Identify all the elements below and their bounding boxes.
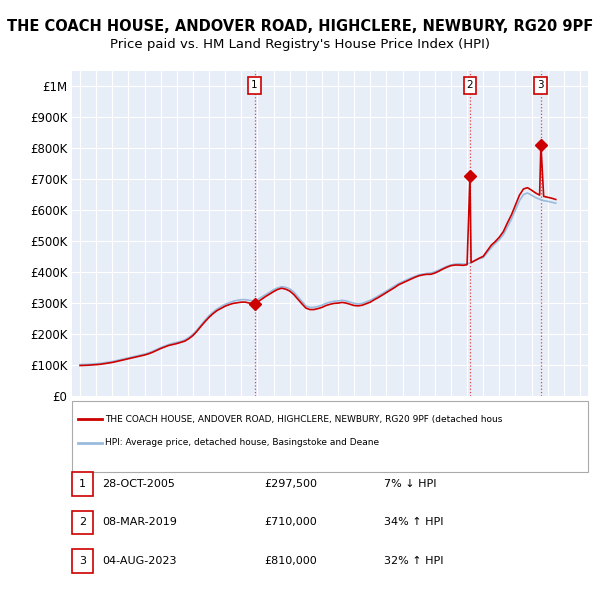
Text: 08-MAR-2019: 08-MAR-2019 <box>102 517 177 527</box>
Text: 04-AUG-2023: 04-AUG-2023 <box>102 556 176 566</box>
Text: HPI: Average price, detached house, Basingstoke and Deane: HPI: Average price, detached house, Basi… <box>105 438 379 447</box>
Text: 1: 1 <box>79 479 86 489</box>
Text: 28-OCT-2005: 28-OCT-2005 <box>102 479 175 489</box>
Text: 2: 2 <box>467 80 473 90</box>
Text: THE COACH HOUSE, ANDOVER ROAD, HIGHCLERE, NEWBURY, RG20 9PF: THE COACH HOUSE, ANDOVER ROAD, HIGHCLERE… <box>7 19 593 34</box>
Text: £710,000: £710,000 <box>264 517 317 527</box>
Text: 1: 1 <box>251 80 258 90</box>
Text: 34% ↑ HPI: 34% ↑ HPI <box>384 517 443 527</box>
Text: £297,500: £297,500 <box>264 479 317 489</box>
Text: 7% ↓ HPI: 7% ↓ HPI <box>384 479 437 489</box>
Text: £810,000: £810,000 <box>264 556 317 566</box>
Text: 3: 3 <box>538 80 544 90</box>
Text: 2: 2 <box>79 517 86 527</box>
Text: 3: 3 <box>79 556 86 566</box>
Text: THE COACH HOUSE, ANDOVER ROAD, HIGHCLERE, NEWBURY, RG20 9PF (detached hous: THE COACH HOUSE, ANDOVER ROAD, HIGHCLERE… <box>105 415 502 424</box>
Text: 32% ↑ HPI: 32% ↑ HPI <box>384 556 443 566</box>
Text: Price paid vs. HM Land Registry's House Price Index (HPI): Price paid vs. HM Land Registry's House … <box>110 38 490 51</box>
